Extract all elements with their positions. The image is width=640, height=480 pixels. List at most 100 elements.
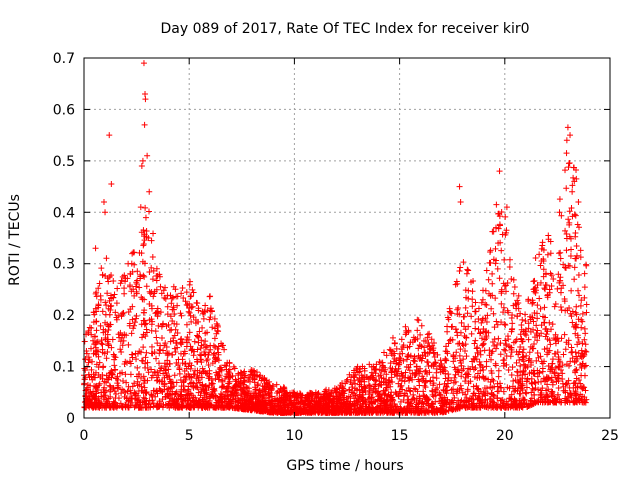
data-point (452, 326, 459, 333)
data-point (264, 408, 271, 415)
data-point (148, 392, 155, 399)
data-point (481, 385, 488, 392)
data-point (487, 384, 494, 391)
data-point (343, 377, 350, 384)
data-point (358, 409, 365, 416)
data-point (524, 363, 531, 370)
data-point (122, 275, 129, 282)
data-point (104, 275, 111, 282)
data-point (110, 294, 117, 301)
y-axis-label: ROTI / TECUs (7, 194, 23, 286)
data-point (168, 295, 175, 302)
data-point (490, 402, 497, 409)
data-point (543, 331, 550, 338)
data-point (183, 391, 190, 398)
data-point (411, 385, 418, 392)
data-point (308, 397, 315, 404)
data-point (542, 281, 549, 288)
data-point (501, 256, 508, 263)
data-point (552, 340, 559, 347)
data-point (397, 398, 404, 405)
data-point (162, 284, 169, 291)
data-point (95, 302, 102, 309)
data-point (344, 376, 351, 383)
data-point (226, 369, 233, 376)
data-point (356, 404, 363, 411)
data-point (216, 394, 223, 401)
data-point (190, 400, 197, 407)
data-point (577, 247, 584, 254)
data-point (354, 387, 361, 394)
data-point (558, 212, 565, 219)
data-point (448, 406, 455, 413)
data-point (383, 352, 390, 359)
data-point (502, 337, 509, 344)
data-point (515, 292, 522, 299)
data-point (502, 347, 509, 354)
data-point (223, 389, 230, 396)
data-point (129, 351, 136, 358)
data-point (410, 334, 417, 341)
data-point (323, 399, 330, 406)
data-point (99, 272, 106, 279)
data-point (273, 381, 280, 388)
data-point (454, 366, 461, 373)
data-point (497, 351, 504, 358)
data-point (463, 294, 470, 301)
data-point (172, 326, 179, 333)
data-point (343, 409, 350, 416)
data-point (143, 349, 150, 356)
data-point (576, 292, 583, 299)
x-tick-label: 0 (80, 428, 89, 444)
data-point (568, 287, 575, 294)
data-point (91, 333, 98, 340)
data-point (354, 377, 361, 384)
data-point (505, 367, 512, 374)
data-point (556, 250, 563, 257)
data-point (526, 355, 533, 362)
data-point (570, 174, 577, 181)
data-point (170, 283, 177, 290)
data-point (93, 351, 100, 358)
data-point (507, 395, 514, 402)
data-point (297, 398, 304, 405)
data-point (519, 354, 526, 361)
data-point (568, 246, 575, 253)
data-point (449, 336, 456, 343)
data-point (374, 397, 381, 404)
data-point (572, 212, 579, 219)
data-point (411, 336, 418, 343)
data-point (159, 388, 166, 395)
y-tick-label: 0.4 (53, 205, 75, 221)
data-point (142, 354, 149, 361)
data-point (224, 403, 231, 410)
data-point (464, 386, 471, 393)
data-point (502, 231, 509, 238)
data-point (88, 324, 95, 331)
data-point (392, 365, 399, 372)
data-point (554, 391, 561, 398)
data-point (525, 298, 532, 305)
data-point (181, 367, 188, 374)
data-point (173, 293, 180, 300)
data-point (90, 388, 97, 395)
data-point (153, 265, 160, 272)
data-point (573, 366, 580, 373)
data-point-outlier (493, 201, 500, 208)
data-point (438, 360, 445, 367)
data-point (457, 264, 464, 271)
data-point (534, 367, 541, 374)
data-point (168, 384, 175, 391)
data-point (148, 264, 155, 271)
data-point (375, 383, 382, 390)
data-point (264, 381, 271, 388)
data-point (453, 349, 460, 356)
x-tick-label: 5 (185, 428, 194, 444)
data-point (481, 336, 488, 343)
data-point (93, 327, 100, 334)
data-point (149, 318, 156, 325)
data-point (213, 401, 220, 408)
data-point (540, 313, 547, 320)
data-point (315, 394, 322, 401)
data-point (113, 300, 120, 307)
